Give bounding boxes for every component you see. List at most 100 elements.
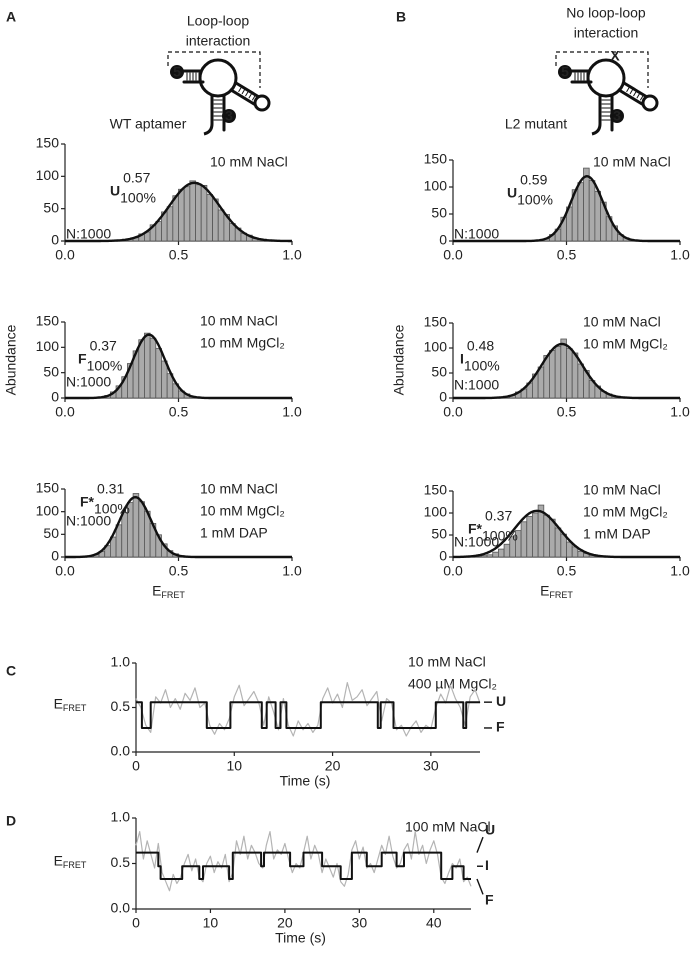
bar [121,512,128,558]
idealized-trace [136,851,471,880]
bar [138,501,145,558]
y-tick-label: 0 [51,389,59,405]
bar [560,338,567,399]
y-tick-label: 100 [424,178,448,194]
aptamer-diagram: 5 3 Loop-loop interaction WT aptamer [110,13,271,136]
x-tick-label: 1.0 [282,404,302,420]
bar [583,167,590,242]
y-tick-label: 50 [43,199,59,215]
bar [566,348,573,399]
y-tick-label: 50 [43,363,59,379]
bar [554,346,562,399]
condition: 1 mM DAP [200,525,268,541]
x-axis-label-sub: FRET [549,590,573,600]
junction-loop [586,58,626,98]
state-label: U [110,183,120,199]
x-tick-label: 0.0 [443,563,463,579]
gaussian-fit [65,181,292,243]
interaction-box [555,51,649,88]
strand [238,86,243,92]
population-fraction: 100% [120,190,156,206]
y-tick-label: 150 [36,135,60,151]
y-tick-label: 0.0 [111,743,131,759]
x-tick-label: 30 [352,915,368,931]
x-tick-label: 0.0 [55,404,75,420]
y-tick-label: 150 [424,314,448,330]
three-prime [222,109,236,123]
condition: 10 mM MgCl₂ [200,503,285,519]
bar [532,512,539,558]
molecule-count: N:1000 [454,377,499,393]
bar [149,337,157,399]
bar [543,514,550,558]
molecule-count: N:1000 [66,513,111,529]
bar [195,184,202,242]
x-tick-label: 0.0 [55,247,75,263]
bar [217,209,225,242]
diagram-caption: interaction [186,33,251,49]
population-fraction: 100% [87,358,123,374]
three-prime-label: 3 [613,108,621,124]
y-tick-label: 50 [431,526,447,542]
bar [155,347,162,399]
peak-efret: 0.31 [97,481,124,497]
y-tick-label: 0 [439,389,447,405]
five-prime-label: 5 [173,64,181,80]
bar [537,366,545,399]
strand [203,95,214,136]
strand [245,90,250,97]
aptamer-diagram: 5 3 No loop-loop interaction X L2 mutant [505,5,659,136]
y-tick-label: 50 [43,525,59,541]
gaussian-fit [452,509,680,559]
gaussian-fit [65,495,292,559]
state-level-tick [476,878,484,895]
strand [252,94,257,101]
y-tick-label: 0.5 [111,698,131,714]
x-tick-label: 0.0 [55,563,75,579]
bar [480,555,488,558]
bar [566,541,573,558]
y-axis-label-sub: FRET [63,703,87,713]
state-label: I [460,351,464,367]
idealized-trace [136,701,480,729]
bar [138,339,145,399]
state-label: U [485,821,495,837]
condition: 10 mM MgCl₂ [583,504,668,520]
bar [549,350,556,399]
x-tick-label: 20 [325,758,341,774]
bar [144,332,151,399]
state-label: F [78,351,87,367]
strand [629,88,634,95]
peak-efret: 0.59 [520,172,547,188]
condition: 10 mM NaCl [200,481,278,497]
no-interaction-mark: X [610,48,620,64]
x-tick-label: 0 [132,915,140,931]
x-axis-label-sub: FRET [161,590,185,600]
panel-letter: A [6,9,16,25]
diagram-caption: Loop-loop [187,13,249,29]
bar [183,186,191,242]
strand [640,94,645,101]
condition: 400 µM MgCl₂ [408,676,497,692]
y-tick-label: 0 [51,548,59,564]
gaussian-fit [65,333,292,400]
x-tick-label: 0.0 [443,247,463,263]
panel-letter: C [6,663,16,679]
y-tick-label: 50 [431,205,447,221]
junction-loop [198,58,238,98]
x-axis-label: Time (s) [280,773,331,789]
panel-letter: B [396,9,406,25]
panel-letter: D [6,813,16,829]
three-prime-label: 3 [225,108,233,124]
state-label: F* [468,521,483,537]
x-tick-label: 1.0 [282,563,302,579]
y-axis-label-sub: FRET [63,860,87,870]
y-tick-label: 0.5 [111,854,131,870]
y-tick-label: 0 [439,232,447,248]
bar [588,180,596,242]
y-tick-label: 150 [36,480,60,496]
x-tick-label: 0.5 [169,563,189,579]
bar [486,554,494,558]
y-tick-label: 150 [424,482,448,498]
y-tick-label: 0.0 [111,900,131,916]
